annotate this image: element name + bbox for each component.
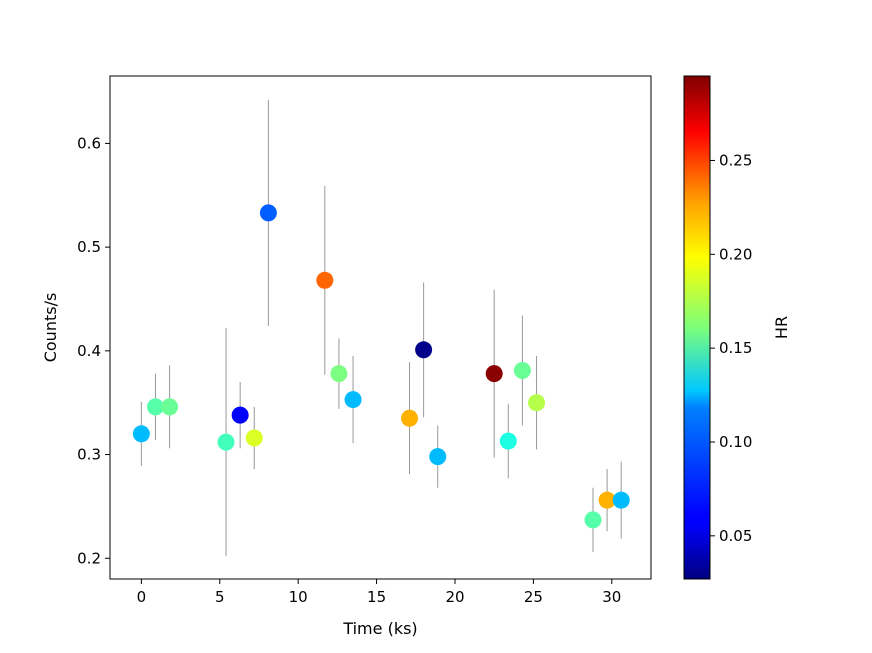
x-tick-label: 25 (524, 588, 543, 606)
data-point (231, 406, 249, 424)
colorbar-tick-label: 0.05 (719, 527, 752, 545)
y-tick-label: 0.4 (77, 342, 101, 360)
colorbar-tick-label: 0.25 (719, 151, 752, 169)
data-point (330, 365, 348, 383)
colorbar-axis: 0.05 0.10 0.15 0.20 0.25 (710, 151, 752, 545)
data-point (245, 429, 263, 447)
data-point (513, 362, 531, 380)
y-tick-label: 0.3 (77, 446, 101, 464)
x-tick-label: 15 (367, 588, 386, 606)
colorbar-tick-label: 0.15 (719, 339, 752, 357)
data-point (415, 341, 433, 359)
data-point (612, 491, 630, 509)
data-point (584, 511, 602, 529)
error-bars (140, 99, 622, 557)
data-point (528, 394, 546, 412)
data-point (132, 425, 150, 443)
x-tick-label: 30 (602, 588, 621, 606)
x-tick-label: 0 (137, 588, 147, 606)
data-point (344, 391, 362, 409)
data-point (217, 433, 235, 451)
data-points (132, 204, 630, 529)
data-point (485, 365, 503, 383)
y-tick-label: 0.5 (77, 238, 101, 256)
data-point (161, 398, 179, 416)
y-tick-label: 0.6 (77, 134, 101, 152)
y-tick-label: 0.2 (77, 549, 101, 567)
data-point (598, 491, 616, 509)
data-point (146, 398, 164, 416)
x-tick-label: 5 (215, 588, 225, 606)
data-point (499, 432, 517, 450)
plot-frame (109, 75, 652, 580)
colorbar (683, 75, 711, 580)
x-axis-label: Time (ks) (342, 619, 417, 638)
colorbar-tick-label: 0.10 (719, 433, 752, 451)
x-axis: 0 5 10 15 20 25 30 (137, 579, 621, 606)
colorbar-label: HR (772, 316, 791, 339)
x-tick-label: 10 (289, 588, 308, 606)
data-point (259, 204, 277, 222)
y-axis-label: Counts/s (41, 293, 60, 363)
y-axis: 0.2 0.3 0.4 0.5 0.6 (77, 134, 110, 567)
data-point (316, 271, 334, 289)
colorbar-tick-label: 0.20 (719, 245, 752, 263)
data-point (401, 409, 419, 427)
data-point (429, 448, 447, 466)
x-tick-label: 20 (445, 588, 464, 606)
